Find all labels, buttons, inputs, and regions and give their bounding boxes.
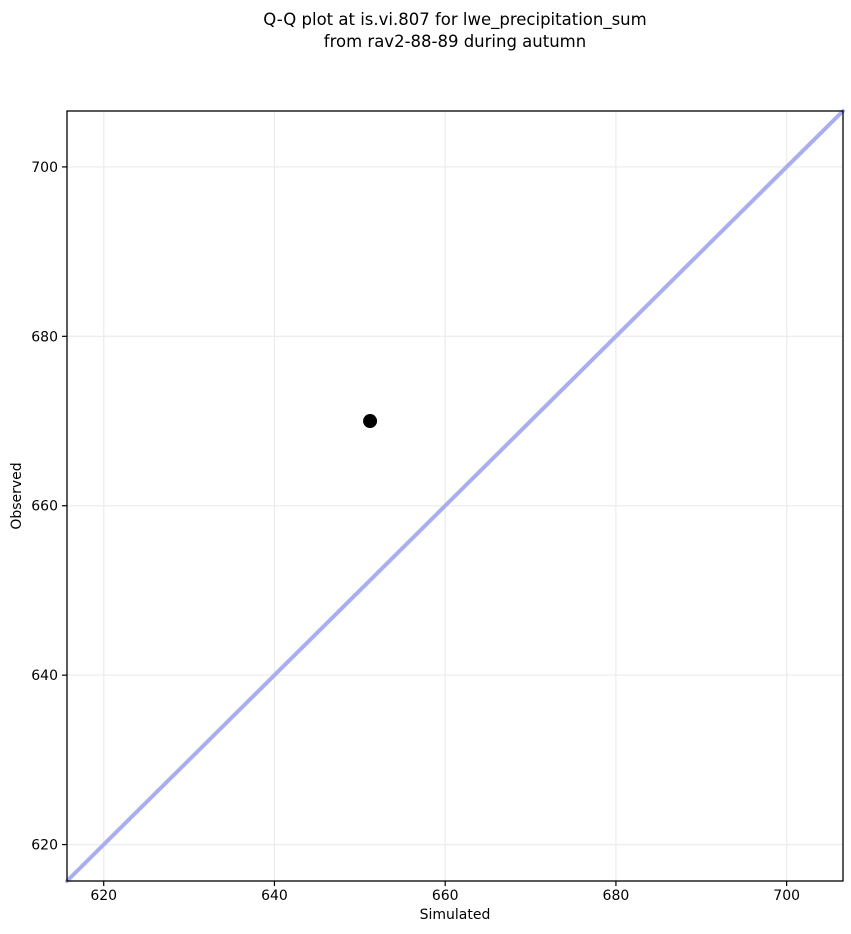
x-tick-label: 660 <box>432 888 459 904</box>
plot-border <box>66 110 844 882</box>
y-tick-label: 660 <box>31 499 58 515</box>
identity-line <box>65 109 845 883</box>
x-tick-label: 700 <box>773 888 800 904</box>
x-tick-label: 640 <box>261 888 288 904</box>
y-tick-label: 620 <box>31 838 58 854</box>
chart-title: Q-Q plot at is.vi.807 for lwe_precipitat… <box>263 10 647 51</box>
y-tick-label: 700 <box>31 160 58 176</box>
y-tick-label: 680 <box>31 329 58 345</box>
y-axis-label: Observed <box>9 462 25 529</box>
x-axis-label: Simulated <box>420 907 491 923</box>
y-tick-label: 640 <box>31 668 58 684</box>
x-tick-label: 680 <box>603 888 630 904</box>
data-point <box>363 414 378 429</box>
x-tick-label: 620 <box>90 888 117 904</box>
